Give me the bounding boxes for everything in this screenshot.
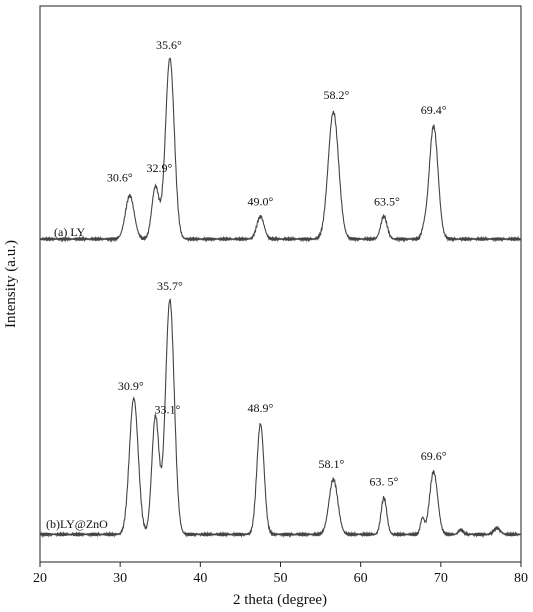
x-axis-ticks: 20 30 40 50 60 70 80 <box>33 562 528 586</box>
peak-label: 63.5° <box>374 194 400 208</box>
peak-label: 30.6° <box>107 171 133 185</box>
plot-frame <box>39 5 522 563</box>
peak-label: 33.1° <box>155 403 181 417</box>
peak-label: 69.4° <box>421 103 447 117</box>
x-tick-label: 50 <box>274 571 288 586</box>
curve-labels: (a) LY (b)LY@ZnO <box>46 225 108 531</box>
peak-label: 69.6° <box>421 449 447 463</box>
x-tick-label: 40 <box>193 571 207 586</box>
x-tick-label: 70 <box>434 571 448 586</box>
x-tick-label: 30 <box>113 571 127 586</box>
xrd-curves <box>39 57 522 538</box>
peak-label: 58.2° <box>324 88 350 102</box>
peak-labels: 30.6° 32.9° 35.6° 49.0° 58.2° 63.5° 69.4° 30.9°… <box>107 38 447 489</box>
x-tick-label: 60 <box>354 571 368 586</box>
peak-label: 58.1° <box>319 457 345 471</box>
series-label: (b)LY@ZnO <box>46 517 108 531</box>
x-axis-title: 2 theta (degree) <box>233 592 327 608</box>
peak-label: 35.7° <box>157 279 183 293</box>
peak-label: 49.0° <box>248 194 274 208</box>
series-line-ly-zno <box>39 298 522 538</box>
peak-label: 32.9° <box>147 161 173 175</box>
peak-label: 35.6° <box>156 38 182 52</box>
series-label: (a) LY <box>54 225 85 239</box>
peak-label: 30.9° <box>118 379 144 393</box>
x-tick-label: 20 <box>33 571 47 586</box>
y-axis-title: Intensity (a.u.) <box>3 240 19 328</box>
series-line-ly <box>39 57 522 243</box>
x-tick-label: 80 <box>514 571 528 586</box>
peak-label: 48.9° <box>248 401 274 415</box>
peak-label: 63. 5° <box>370 475 399 489</box>
